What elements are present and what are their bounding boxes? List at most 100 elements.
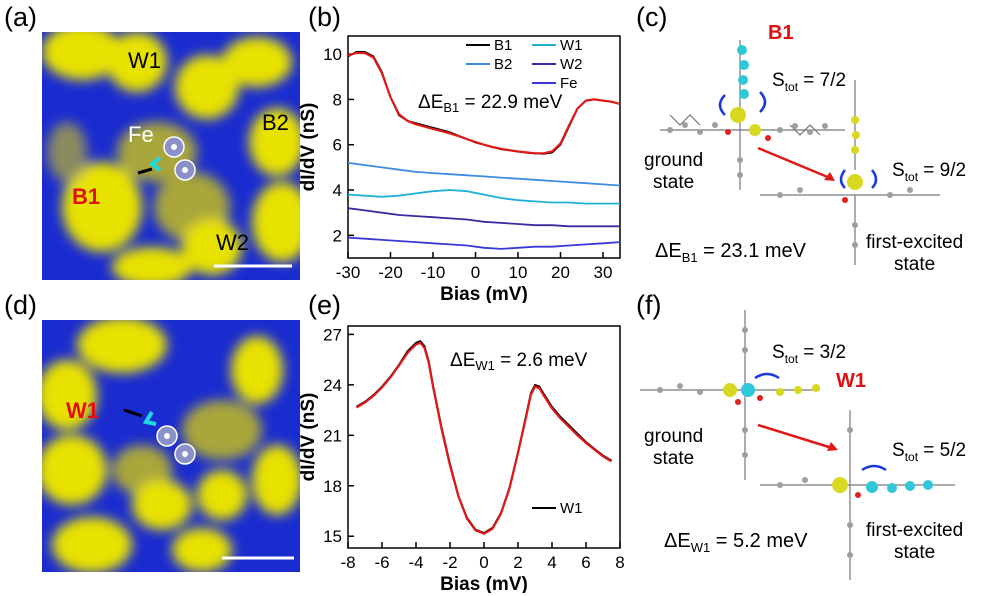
x-tick-label-6: 30 bbox=[594, 263, 613, 282]
panel-label-f: (f) bbox=[636, 290, 662, 320]
c-ground-line1: ground bbox=[644, 150, 704, 171]
stm-a-label-b1: B1 bbox=[72, 184, 101, 209]
c-excited-state: first-excited state bbox=[866, 232, 963, 276]
f-ground-state: ground state bbox=[644, 426, 703, 470]
f-excited-state: first-excited state bbox=[866, 520, 963, 564]
panel-label-c: (c) bbox=[636, 2, 668, 32]
panel-label-b: (b) bbox=[308, 2, 341, 32]
series-line-fe bbox=[347, 236, 621, 250]
series-line-b2 bbox=[347, 162, 621, 187]
f-stot-excited: Stot = 5/2 bbox=[892, 440, 966, 464]
f-excited-line1: first-excited bbox=[866, 520, 964, 541]
delta-annotation: ΔEB1 = 22.9 meV bbox=[418, 92, 563, 115]
f-stot-excited-val: = 5/2 bbox=[918, 440, 967, 461]
panel-label-e: (e) bbox=[308, 290, 341, 320]
x-tick-label-8: 8 bbox=[615, 553, 624, 572]
c-excited-line1: first-excited bbox=[866, 232, 964, 253]
stm-image-a bbox=[42, 32, 300, 280]
c-delta-e: ΔEB1 = 23.1 meV bbox=[655, 240, 806, 265]
f-ground-line2: state bbox=[652, 448, 695, 469]
series-line-b1-fit bbox=[347, 51, 621, 155]
panel-label-a: (a) bbox=[4, 2, 37, 32]
f-delta-value: = 5.2 meV bbox=[710, 530, 808, 552]
x-tick-label-4: 0 bbox=[479, 553, 488, 572]
stm-a-label-fe: Fe bbox=[128, 122, 154, 147]
f-stot-excited-s: S bbox=[892, 440, 905, 461]
c-stot-ground-sub: tot bbox=[784, 79, 799, 94]
x-tick-label-2: -10 bbox=[421, 263, 446, 282]
x-tick-label-7: 6 bbox=[581, 553, 590, 572]
series-line-w1 bbox=[347, 189, 620, 205]
x-axis-label: Bias (mV) bbox=[440, 284, 528, 303]
y-tick-label-0: 15 bbox=[323, 527, 342, 546]
f-delta-sub: W1 bbox=[690, 540, 711, 555]
x-tick-label-0: -8 bbox=[340, 553, 355, 572]
legend-label-b2: B2 bbox=[494, 56, 512, 73]
panel-label-d: (d) bbox=[4, 290, 37, 320]
f-delta-e: ΔEW1 = 5.2 meV bbox=[664, 530, 807, 555]
plot-frame bbox=[347, 35, 621, 259]
stm-d-label-w1: W1 bbox=[66, 398, 99, 423]
c-delta-sub: B1 bbox=[681, 250, 698, 265]
y-tick-label-4: 10 bbox=[323, 45, 342, 64]
c-stot-ground-val: = 7/2 bbox=[798, 70, 847, 91]
x-tick-label-1: -6 bbox=[374, 553, 389, 572]
chart-b: -30 -20 -10 0 10 20 30 2 4 6 8 10 Bias (mV) dI/dV (nS… bbox=[300, 35, 621, 303]
x-tick-label-1: -20 bbox=[378, 263, 403, 282]
stm-a-label-w1: W1 bbox=[128, 48, 161, 73]
c-ground-line2: state bbox=[652, 172, 695, 193]
legend-label-w1: W1 bbox=[560, 37, 583, 54]
stm-a-label-b2: B2 bbox=[262, 110, 289, 135]
x-tick-label-2: -4 bbox=[408, 553, 423, 572]
x-tick-label-4: 10 bbox=[509, 263, 528, 282]
y-tick-label-3: 8 bbox=[333, 90, 342, 109]
c-excited-line2: state bbox=[893, 254, 936, 275]
f-excited-line2: state bbox=[893, 542, 936, 563]
y-tick-label-1: 4 bbox=[333, 181, 342, 200]
y-tick-label-0: 2 bbox=[333, 226, 342, 245]
c-stot-ground: Stot = 7/2 bbox=[772, 70, 846, 94]
f-w1-label: W1 bbox=[836, 370, 866, 392]
f-stot-ground-s: S bbox=[772, 342, 785, 363]
x-tick-label-0: -30 bbox=[336, 263, 361, 282]
c-stot-excited: Stot = 9/2 bbox=[892, 160, 966, 184]
x-tick-label-6: 4 bbox=[547, 553, 556, 572]
x-tick-label-5: 20 bbox=[551, 263, 570, 282]
legend-label-b1: B1 bbox=[494, 37, 512, 54]
delta-annotation: ΔEW1 = 2.6 meV bbox=[450, 350, 588, 373]
c-delta-value: = 23.1 meV bbox=[697, 240, 807, 262]
y-tick-label-3: 24 bbox=[323, 376, 342, 395]
f-ground-line1: ground bbox=[644, 426, 704, 447]
c-ground-state: ground state bbox=[644, 150, 703, 194]
legend-label-w1: W1 bbox=[560, 500, 583, 517]
c-stot-excited-sub: tot bbox=[904, 169, 919, 184]
c-stot-ground-s: S bbox=[772, 70, 785, 91]
f-delta-prefix: ΔE bbox=[664, 530, 691, 552]
series-line-w1-fit bbox=[355, 341, 613, 535]
x-tick-label-3: 0 bbox=[471, 263, 480, 282]
x-tick-label-3: -2 bbox=[442, 553, 457, 572]
y-axis-label: dI/dV (nS) bbox=[300, 103, 319, 192]
c-delta-prefix: ΔE bbox=[655, 240, 682, 262]
series-line-w2 bbox=[347, 207, 620, 228]
y-tick-label-4: 27 bbox=[323, 325, 342, 344]
y-tick-label-1: 18 bbox=[323, 477, 342, 496]
x-axis-label: Bias (mV) bbox=[440, 574, 528, 593]
f-stot-ground-val: = 3/2 bbox=[798, 342, 847, 363]
c-b1-label: B1 bbox=[768, 22, 794, 44]
c-stot-excited-val: = 9/2 bbox=[918, 160, 967, 181]
y-axis-label: dI/dV (nS) bbox=[300, 393, 319, 482]
f-stot-excited-sub: tot bbox=[904, 449, 919, 464]
f-stot-ground: Stot = 3/2 bbox=[772, 342, 846, 366]
molecule-f bbox=[640, 310, 955, 580]
f-stot-ground-sub: tot bbox=[784, 351, 799, 366]
y-tick-label-2: 21 bbox=[323, 426, 342, 445]
legend-label-w2: W2 bbox=[560, 56, 583, 73]
molecule-c bbox=[660, 40, 940, 265]
c-stot-excited-s: S bbox=[892, 160, 905, 181]
stm-image-d bbox=[42, 320, 300, 572]
legend-label-fe: Fe bbox=[560, 75, 578, 92]
stm-a-label-w2: W2 bbox=[216, 230, 249, 255]
y-tick-label-2: 6 bbox=[333, 136, 342, 155]
